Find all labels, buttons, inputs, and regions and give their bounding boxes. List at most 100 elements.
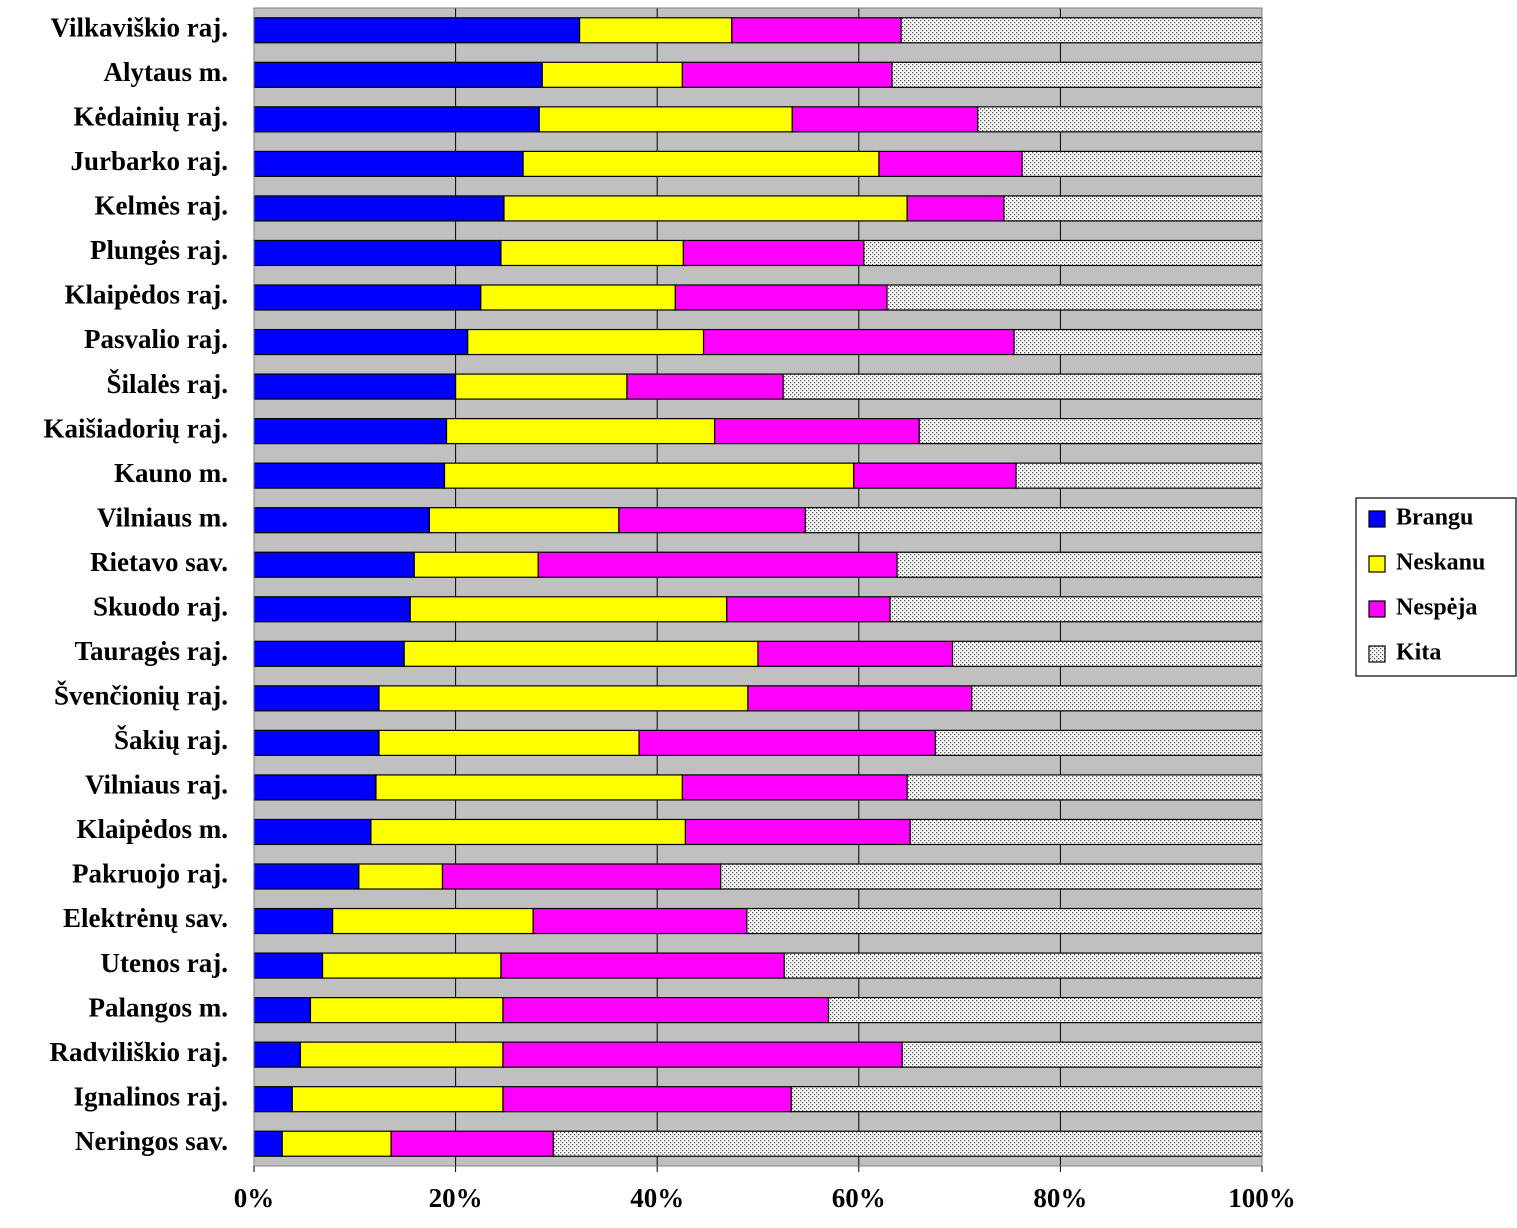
bar-segment (445, 418, 716, 445)
bar-segment (853, 462, 1017, 489)
plot-area (254, 8, 1262, 1166)
category-label: Klaipėdos raj. (64, 280, 228, 310)
bar-segment (537, 551, 898, 578)
legend-swatch (1368, 555, 1386, 573)
category-label: Elektrėnų sav. (63, 903, 228, 933)
bar-segment (702, 328, 1015, 356)
category-label: Klaipėdos m. (76, 814, 228, 844)
category-label: Utenos raj. (101, 948, 228, 978)
legend-label: Brangu (1396, 505, 1473, 531)
bar-segment (299, 1041, 504, 1068)
tick-label: 80% (1033, 1183, 1087, 1213)
bar-segment (253, 774, 377, 801)
bar-segment (253, 150, 524, 177)
bar-segment (321, 952, 502, 979)
bar-segment (502, 1086, 792, 1113)
bar-segment (804, 507, 1263, 534)
category-label: Kaišiadorių raj. (43, 413, 228, 443)
category-label: Alytaus m. (103, 57, 228, 87)
bar-segment (726, 596, 891, 623)
bar-segment (403, 640, 759, 667)
bar-segment (253, 17, 581, 44)
bar-segment (532, 907, 748, 935)
legend-box (1355, 497, 1517, 677)
bar-segment (746, 907, 1263, 935)
bar-segment (253, 640, 405, 667)
bar-segment (253, 818, 372, 846)
bar-segment (538, 106, 793, 133)
bar-segment (578, 17, 733, 44)
bar-segment (900, 17, 1263, 44)
bar-segment (253, 61, 543, 88)
legend-swatch (1368, 645, 1386, 663)
bar-segment (253, 507, 430, 534)
bar-segment (428, 507, 620, 534)
bar-segment (253, 239, 502, 267)
tick-label: 100% (1228, 1183, 1296, 1213)
category-label: Kėdainių raj. (73, 102, 228, 132)
bar-segment (378, 729, 640, 756)
bar-segment (638, 729, 937, 756)
bar-segment (253, 328, 469, 356)
bar-segment (896, 551, 1263, 578)
bar-segment (891, 61, 1263, 88)
bar-segment (253, 1041, 301, 1068)
category-label: Pakruojo raj. (72, 859, 228, 889)
tick-label: 60% (832, 1183, 886, 1213)
bar-segment (720, 863, 1263, 890)
category-label: Plungės raj. (90, 235, 228, 265)
bar-segment (901, 1041, 1263, 1068)
bar-segment (626, 373, 784, 400)
category-label: Kelmės raj. (95, 191, 228, 221)
bar-segment (253, 106, 540, 133)
bar-segment (253, 551, 415, 578)
legend: Brangu Neskanu Nespėja Kita (1355, 497, 1517, 677)
bar-segment (863, 239, 1263, 267)
bar-segment (332, 907, 534, 935)
bar-segment (731, 17, 902, 44)
bar-segment (500, 952, 785, 979)
bar-segment (909, 818, 1263, 846)
bar-segment (681, 774, 908, 801)
bar-segment (681, 61, 893, 88)
bar-segment (878, 150, 1023, 177)
category-label: Vilniaus raj. (85, 770, 228, 800)
bar-segment (253, 1130, 283, 1157)
category-label: Ignalinos raj. (73, 1081, 228, 1111)
legend-swatch (1368, 510, 1386, 528)
category-label: Rietavo sav. (90, 547, 228, 577)
bar-segment (441, 863, 722, 890)
category-label: Neringos sav. (75, 1126, 228, 1156)
bar-segment (1013, 328, 1263, 356)
category-label: Skuodo raj. (93, 591, 228, 621)
tick-label: 40% (630, 1183, 684, 1213)
bar-segment (684, 818, 911, 846)
bar-segment (934, 729, 1263, 756)
bar-segment (467, 328, 705, 356)
bar-segment (253, 952, 324, 979)
tick-label: 0% (234, 1183, 275, 1213)
bar-segment (552, 1130, 1263, 1157)
bar-segment (309, 997, 504, 1024)
legend-label: Neskanu (1396, 550, 1485, 576)
bar-segment (378, 685, 749, 712)
bar-segment (253, 997, 312, 1024)
category-label: Tauragės raj. (75, 636, 229, 666)
category-label: Pasvalio raj. (84, 324, 228, 354)
bar-segment (253, 729, 380, 756)
bar-segment (480, 284, 676, 311)
bar-segment (443, 462, 855, 489)
bar-segment (502, 1041, 903, 1068)
bar-segment (281, 1130, 392, 1157)
bar-segment (500, 239, 685, 267)
bar-segment (541, 61, 684, 88)
bar-segment (358, 863, 444, 890)
category-label: Kauno m. (114, 458, 228, 488)
category-label: Radviliškio raj. (49, 1037, 228, 1067)
bar-segment (253, 418, 448, 445)
bar-segment (409, 596, 728, 623)
category-label: Švenčionių raj. (54, 681, 228, 711)
legend-label: Kita (1396, 640, 1441, 666)
